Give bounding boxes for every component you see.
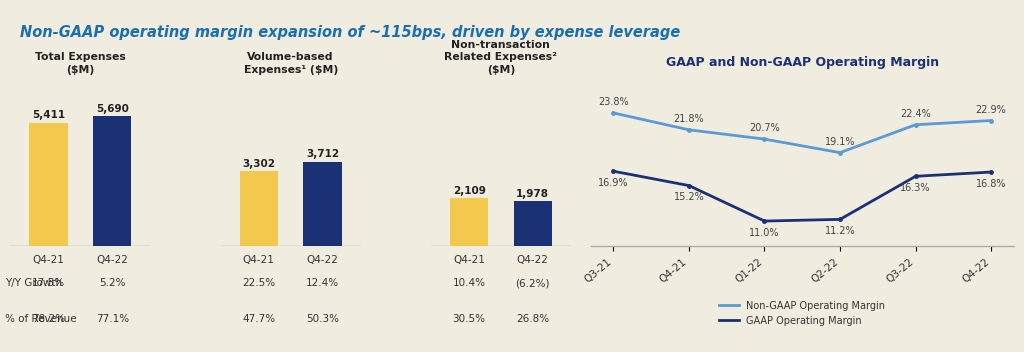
Text: Q4-22: Q4-22 [96, 255, 128, 265]
Text: Q4-21: Q4-21 [33, 255, 65, 265]
Bar [303, 162, 342, 246]
Text: 22.9%: 22.9% [976, 105, 1007, 115]
Text: 78.2%: 78.2% [32, 314, 66, 323]
Text: 3,302: 3,302 [243, 159, 275, 169]
Text: 11.0%: 11.0% [750, 228, 779, 238]
Text: 16.9%: 16.9% [598, 178, 629, 188]
Text: (6.2%): (6.2%) [515, 278, 550, 288]
Text: 50.3%: 50.3% [306, 314, 339, 323]
Text: 10.4%: 10.4% [453, 278, 485, 288]
Text: Q4-21: Q4-21 [454, 255, 485, 265]
Text: 5,411: 5,411 [32, 111, 66, 120]
Text: 22.4%: 22.4% [900, 109, 931, 119]
Text: 21.8%: 21.8% [674, 114, 705, 124]
Text: 1,978: 1,978 [516, 189, 549, 199]
Text: Q4-22: Q4-22 [306, 255, 339, 265]
Title: GAAP and Non-GAAP Operating Margin: GAAP and Non-GAAP Operating Margin [666, 56, 939, 69]
Text: 30.5%: 30.5% [453, 314, 485, 323]
Legend: Non-GAAP Operating Margin, GAAP Operating Margin: Non-GAAP Operating Margin, GAAP Operatin… [715, 297, 889, 329]
Bar [93, 117, 131, 246]
Text: 47.7%: 47.7% [243, 314, 275, 323]
Text: Q4-21: Q4-21 [243, 255, 274, 265]
Text: 5,690: 5,690 [96, 104, 129, 114]
Text: 12.4%: 12.4% [306, 278, 339, 288]
Text: 26.8%: 26.8% [516, 314, 549, 323]
Text: 11.2%: 11.2% [824, 226, 855, 236]
Text: 16.8%: 16.8% [976, 179, 1007, 189]
Text: 20.7%: 20.7% [750, 123, 780, 133]
Bar [240, 171, 278, 246]
Text: 15.2%: 15.2% [674, 192, 705, 202]
Text: 5.2%: 5.2% [99, 278, 126, 288]
Text: Y/Y Growth: Y/Y Growth [5, 278, 62, 288]
Text: Non-GAAP operating margin expansion of ~115bps, driven by expense leverage: Non-GAAP operating margin expansion of ~… [20, 25, 681, 40]
Text: 16.3%: 16.3% [900, 183, 931, 193]
Text: 17.5%: 17.5% [32, 278, 66, 288]
Text: Q4-22: Q4-22 [517, 255, 549, 265]
Title: Total Expenses
($M): Total Expenses ($M) [35, 52, 126, 75]
Text: 77.1%: 77.1% [95, 314, 129, 323]
Text: 22.5%: 22.5% [243, 278, 275, 288]
Title: Volume-based
Expenses¹ ($M): Volume-based Expenses¹ ($M) [244, 52, 338, 75]
Bar [30, 123, 68, 246]
Text: 19.1%: 19.1% [824, 137, 855, 147]
Bar [514, 201, 552, 246]
Text: 3,712: 3,712 [306, 149, 339, 159]
Text: 2,109: 2,109 [453, 186, 485, 196]
Bar [450, 198, 488, 246]
Text: 23.8%: 23.8% [598, 97, 629, 107]
Title: Non-transaction
Related Expenses²
($M): Non-transaction Related Expenses² ($M) [444, 40, 557, 75]
Text: % of Revenue: % of Revenue [5, 314, 77, 323]
